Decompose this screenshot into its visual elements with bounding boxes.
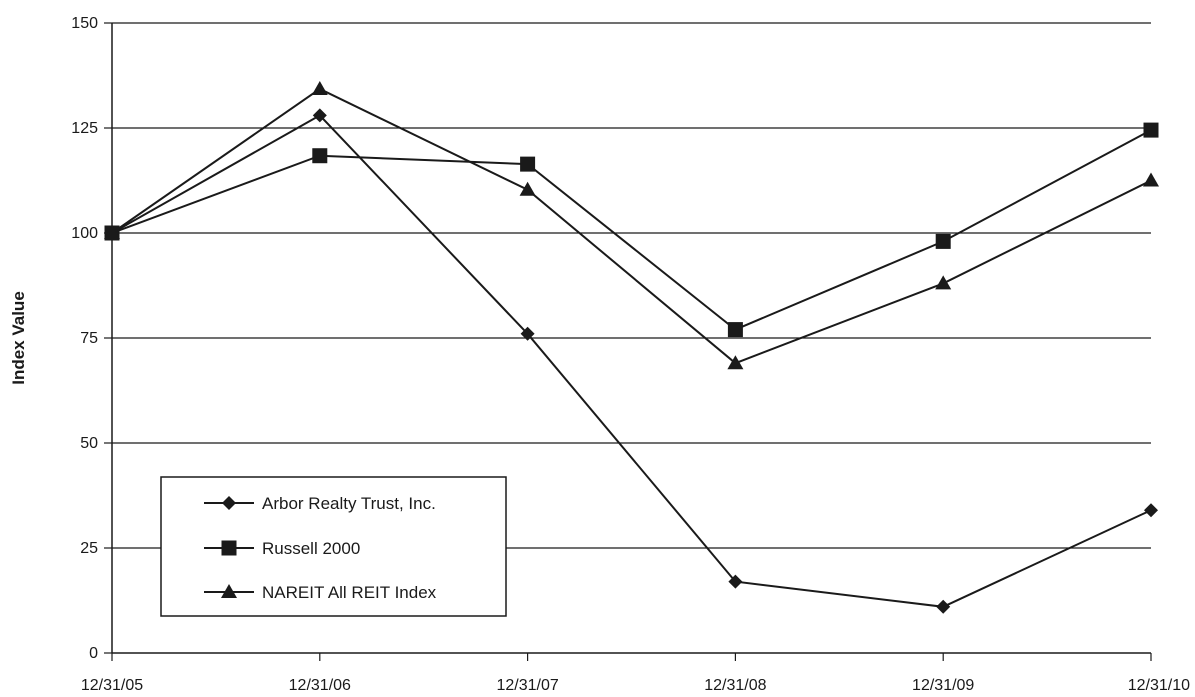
data-point-square bbox=[935, 233, 951, 249]
data-point-square bbox=[312, 148, 328, 164]
axes: 0 25 50 75 100 125 150 12/31/05 12/31/06 12/31/07… bbox=[71, 15, 1190, 694]
data-point-triangle bbox=[311, 80, 328, 95]
data-point-diamond bbox=[728, 574, 743, 589]
data-point-triangle bbox=[935, 275, 952, 290]
y-tick-label: 125 bbox=[71, 120, 98, 137]
series-line bbox=[111, 129, 1152, 331]
legend-label: NAREIT All REIT Index bbox=[262, 583, 437, 602]
series-line bbox=[111, 114, 1152, 608]
y-tick-label: 50 bbox=[80, 435, 98, 452]
series-square bbox=[104, 122, 1159, 338]
data-point-square bbox=[520, 156, 536, 172]
data-point-triangle bbox=[727, 355, 744, 370]
data-point-triangle bbox=[1143, 172, 1159, 187]
data-point-diamond bbox=[936, 599, 951, 614]
legend-marker-triangle bbox=[221, 584, 237, 598]
series-line bbox=[111, 87, 1152, 365]
data-point-square bbox=[727, 322, 743, 338]
legend: Arbor Realty Trust, Inc. Russell 2000 NARE… bbox=[160, 476, 507, 617]
y-tick-label: 100 bbox=[71, 225, 98, 242]
x-tick-label: 12/31/05 bbox=[81, 677, 143, 694]
legend-entry: Arbor Realty Trust, Inc. bbox=[204, 494, 436, 513]
y-tick-label: 75 bbox=[80, 330, 98, 347]
y-tick-label: 0 bbox=[89, 645, 98, 662]
x-tick-label: 12/31/10 bbox=[1128, 677, 1190, 694]
y-tick-label: 25 bbox=[80, 540, 98, 557]
y-tick-label: 150 bbox=[71, 15, 98, 32]
legend-marker-diamond bbox=[222, 496, 236, 510]
grid-lines bbox=[112, 22, 1151, 549]
x-tick-label: 12/31/09 bbox=[912, 677, 974, 694]
data-point-square bbox=[1143, 122, 1159, 138]
legend-marker-square bbox=[221, 540, 237, 556]
data-point-diamond bbox=[312, 108, 327, 123]
y-axis-title: Index Value bbox=[9, 291, 28, 385]
legend-entry: Russell 2000 bbox=[204, 539, 360, 558]
legend-label: Russell 2000 bbox=[262, 539, 360, 558]
x-tick-label: 12/31/06 bbox=[289, 677, 351, 694]
legend-entry: NAREIT All REIT Index bbox=[204, 583, 437, 602]
data-point-triangle bbox=[104, 225, 120, 239]
series-diamond bbox=[105, 108, 1158, 614]
x-tick-label: 12/31/08 bbox=[704, 677, 766, 694]
data-point-triangle bbox=[519, 181, 536, 196]
data-point-diamond bbox=[520, 326, 535, 341]
x-tick-label: 12/31/07 bbox=[496, 677, 558, 694]
legend-label: Arbor Realty Trust, Inc. bbox=[262, 494, 436, 513]
series-triangle bbox=[104, 80, 1159, 370]
series-lines bbox=[104, 80, 1159, 614]
data-point-diamond bbox=[1144, 503, 1158, 518]
